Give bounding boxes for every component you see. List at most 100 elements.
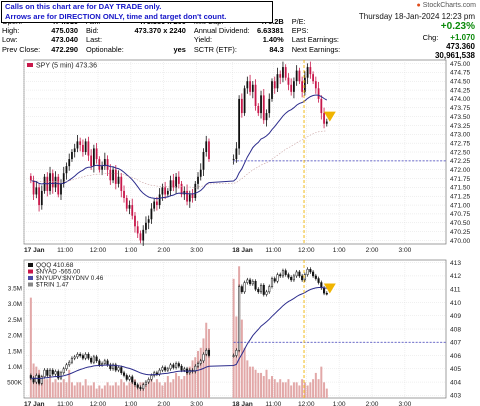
volume-bar — [197, 350, 200, 398]
volume-bar — [158, 382, 161, 398]
volume-bar — [62, 379, 65, 398]
candle-down — [114, 169, 117, 184]
volume-bar — [273, 379, 276, 398]
price-axis-tick: 473.00 — [450, 132, 471, 139]
candle-down — [134, 215, 136, 227]
candle-down — [38, 187, 40, 206]
breadth-candle-down — [79, 353, 82, 356]
quote-label: Optionable: — [86, 44, 124, 54]
quote-label: Prev Close: — [2, 44, 41, 54]
candle-up — [60, 183, 62, 195]
volume-bar — [172, 379, 175, 398]
candle-up — [282, 67, 284, 78]
candle-down — [323, 113, 325, 124]
price-x-tick: 12:00 — [90, 247, 107, 254]
quote-label: EPS: — [291, 26, 309, 36]
breadth-candle-up — [306, 269, 309, 275]
breadth-candle-up — [268, 286, 271, 293]
volume-bar — [292, 382, 295, 398]
price-x-tick: 18 Jan — [232, 247, 253, 254]
breadth-axis-tick: 407 — [450, 340, 461, 347]
breadth-x-tick: 12:00 — [90, 401, 107, 406]
volume-bar — [180, 379, 183, 398]
breadth-candle-up — [68, 361, 71, 366]
quote-label: Bid: — [86, 26, 99, 36]
price-axis-tick: 474.25 — [450, 87, 471, 94]
candle-up — [197, 176, 199, 184]
candle-down — [51, 173, 54, 188]
breadth-candle-up — [73, 356, 76, 359]
candle-down — [79, 141, 82, 145]
candle-up — [76, 141, 79, 149]
candle-up — [199, 169, 202, 177]
breadth-candle-up — [259, 284, 263, 293]
candle-up — [246, 81, 249, 89]
breadth-candle-up — [243, 282, 246, 293]
volume-bar — [120, 379, 123, 398]
breadth-x-tick: 12:00 — [298, 401, 315, 406]
candle-down — [131, 205, 134, 216]
volume-bar — [54, 379, 57, 398]
breadth-candle-up — [150, 375, 153, 380]
price-axis-tick: 472.75 — [450, 140, 471, 147]
price-legend — [27, 63, 33, 67]
breadth-legend-entry: $TRIN 1.47 — [36, 282, 69, 289]
volume-axis-tick: 500K — [7, 380, 23, 387]
candle-down — [29, 176, 32, 181]
breadth-x-tick: 1:00 — [333, 401, 346, 406]
brand-text: StockCharts.com — [422, 2, 476, 9]
price-axis-tick: 470.25 — [450, 229, 471, 236]
candle-down — [172, 180, 175, 188]
volume-bar — [177, 376, 180, 398]
volume-bar — [194, 357, 197, 398]
volume-bar — [155, 379, 158, 398]
candle-up — [293, 81, 295, 92]
breadth-candle-down — [164, 367, 167, 371]
volume-bar — [147, 379, 150, 398]
candle-up — [112, 169, 114, 181]
breadth-legend-entry: $NYUPV:$NYDNV 0.46 — [36, 275, 104, 282]
candle-up — [150, 208, 153, 220]
quote-row: High: 475.030 Bid: 473.370 x 2240 Annual Div… — [0, 26, 344, 35]
quote-label: High: — [2, 26, 20, 36]
volume-bar — [298, 385, 301, 398]
stockcharts-logo[interactable]: ● StockCharts.com — [417, 2, 476, 9]
header-volume: 30,961,538 — [434, 51, 475, 60]
candle-down — [287, 77, 290, 85]
breadth-axis-tick: 408 — [450, 326, 461, 333]
price-x-tick: 11:00 — [57, 247, 73, 254]
volume-bar — [133, 379, 136, 398]
breadth-candle-up — [142, 384, 145, 389]
breadth-candle-up — [48, 369, 52, 376]
breadth-candle-up — [235, 349, 238, 356]
breadth-candle-up — [101, 363, 104, 366]
breadth-axis-tick: 406 — [450, 353, 461, 360]
breadth-candle-down — [284, 270, 287, 275]
price-axis-tick: 473.75 — [450, 105, 471, 112]
volume-bar — [101, 388, 104, 398]
volume-bar — [161, 385, 164, 398]
volume-bar — [268, 379, 271, 398]
candle-down — [82, 144, 84, 152]
breadth-candle-down — [287, 274, 290, 278]
breadth-legend-swatch — [28, 263, 33, 267]
candle-up — [71, 152, 73, 160]
candle-up — [276, 74, 279, 89]
quote-row: Prev Close: 472.290 Optionable: yes SCTR (ET… — [0, 45, 344, 54]
volume-axis-tick: 1.5M — [8, 348, 22, 355]
breadth-axis-tick: 413 — [450, 260, 461, 267]
price-axis-tick: 473.25 — [450, 123, 471, 130]
breadth-candle-down — [81, 355, 84, 359]
volume-bar — [81, 385, 84, 398]
volume-bar — [243, 347, 246, 398]
breadth-axis-tick: 403 — [450, 393, 461, 400]
volume-bar — [320, 366, 323, 398]
breadth-axis-tick: 412 — [450, 273, 461, 280]
volume-bar — [144, 385, 147, 398]
logo-mark-icon: ● — [416, 2, 421, 9]
volume-bar — [323, 382, 326, 398]
breadth-candle-down — [38, 375, 41, 384]
breadth-x-tick: 3:00 — [398, 401, 411, 406]
breadth-moving-average — [30, 287, 327, 380]
quote-value: 473.040 — [51, 35, 78, 45]
